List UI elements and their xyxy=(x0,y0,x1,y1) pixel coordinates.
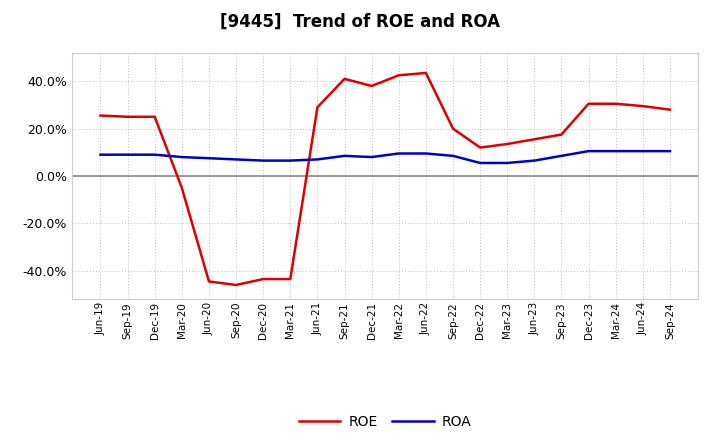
ROE xyxy=(232,282,240,288)
ROE xyxy=(204,279,213,284)
ROE xyxy=(611,101,620,106)
ROA xyxy=(259,158,268,163)
ROA xyxy=(449,153,457,158)
ROA xyxy=(96,152,105,158)
ROE xyxy=(367,83,376,88)
ROA xyxy=(611,148,620,154)
ROA xyxy=(150,152,159,158)
ROE xyxy=(449,126,457,131)
ROE xyxy=(665,107,674,112)
ROA xyxy=(557,153,566,158)
ROE xyxy=(259,276,268,282)
ROE xyxy=(530,137,539,142)
Legend: ROE, ROA: ROE, ROA xyxy=(293,410,477,435)
ROE xyxy=(313,105,322,110)
ROA xyxy=(476,160,485,165)
ROA xyxy=(421,151,430,156)
ROA xyxy=(665,148,674,154)
ROA xyxy=(530,158,539,163)
ROA xyxy=(204,156,213,161)
ROA xyxy=(395,151,403,156)
ROE xyxy=(395,73,403,78)
ROE xyxy=(123,114,132,119)
ROE xyxy=(341,76,349,81)
ROA xyxy=(178,154,186,160)
ROE xyxy=(286,276,294,282)
ROE xyxy=(178,185,186,191)
ROA xyxy=(232,157,240,162)
ROA xyxy=(313,157,322,162)
Line: ROA: ROA xyxy=(101,151,670,163)
Line: ROE: ROE xyxy=(101,73,670,285)
ROA xyxy=(639,148,647,154)
ROA xyxy=(503,160,511,165)
ROE xyxy=(476,145,485,150)
ROA xyxy=(123,152,132,158)
ROE xyxy=(584,101,593,106)
ROA xyxy=(584,148,593,154)
ROA xyxy=(286,158,294,163)
ROE xyxy=(96,113,105,118)
ROA xyxy=(367,154,376,160)
ROA xyxy=(341,153,349,158)
ROE xyxy=(557,132,566,137)
Text: [9445]  Trend of ROE and ROA: [9445] Trend of ROE and ROA xyxy=(220,13,500,31)
ROE xyxy=(421,70,430,76)
ROE xyxy=(150,114,159,119)
ROE xyxy=(503,141,511,147)
ROE xyxy=(639,103,647,109)
